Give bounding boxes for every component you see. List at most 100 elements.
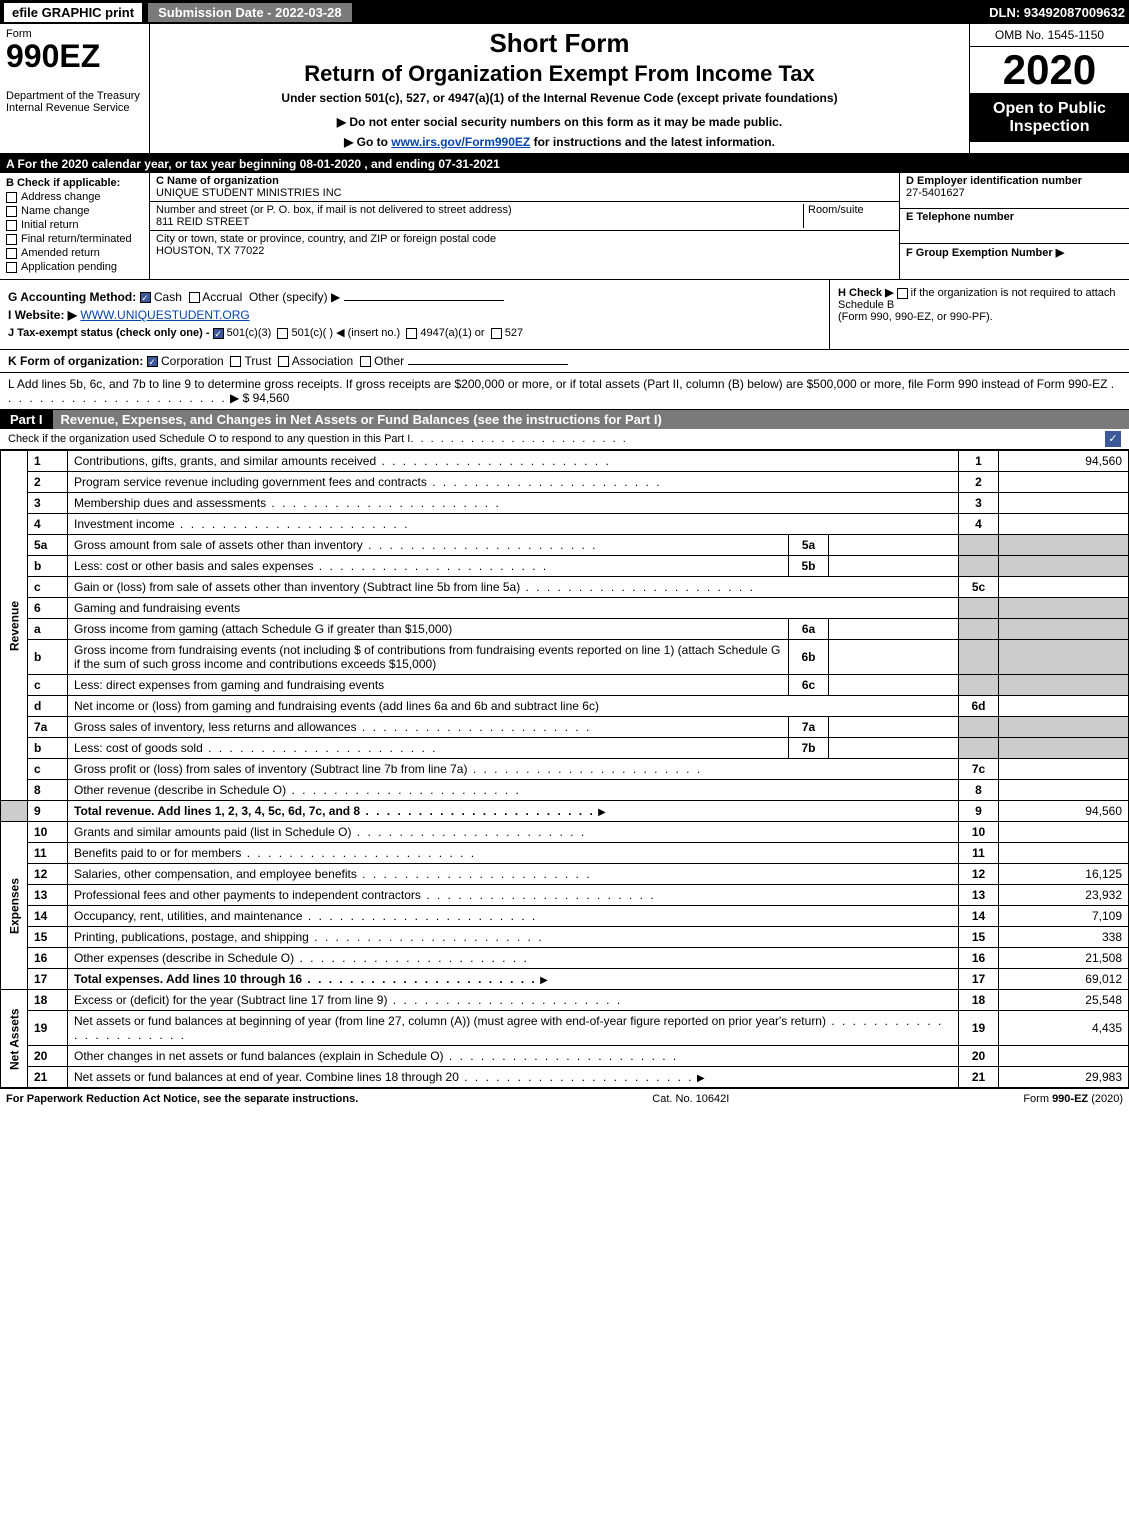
b-label: B Check if applicable: [6,177,143,189]
l17-num: 17 [28,969,68,990]
cb-application-pending[interactable] [6,262,17,273]
l1-desc: Contributions, gifts, grants, and simila… [74,454,611,468]
l3-desc: Membership dues and assessments [74,496,501,510]
l4-rn: 4 [959,514,999,535]
l6b-grayamt [999,640,1129,675]
city-label: City or town, state or province, country… [156,233,496,245]
l4-amt [999,514,1129,535]
row-l6: 6 Gaming and fundraising events [1,598,1129,619]
row-l11: 11 Benefits paid to or for members 11 [1,843,1129,864]
l6-grayrn [959,598,999,619]
cb-4947[interactable] [406,328,417,339]
c-label: C Name of organization [156,175,279,187]
l16-amt: 21,508 [999,948,1129,969]
l11-desc: Benefits paid to or for members [74,846,476,860]
l6-num: 6 [28,598,68,619]
l12-desc: Salaries, other compensation, and employ… [74,867,592,881]
l4-num: 4 [28,514,68,535]
l18-num: 18 [28,990,68,1011]
cb-amended-return[interactable] [6,248,17,259]
part1-header: Part I Revenue, Expenses, and Changes in… [0,410,1129,429]
cb-501c3[interactable]: ✓ [213,328,224,339]
l19-amt: 4,435 [999,1011,1129,1046]
lbl-address-change: Address change [21,191,101,203]
website-link[interactable]: WWW.UNIQUESTUDENT.ORG [80,308,249,322]
cb-501c[interactable] [277,328,288,339]
l6c-sub: 6c [789,675,829,696]
cb-assoc[interactable] [278,356,289,367]
l-amount: 94,560 [253,391,290,405]
cb-h[interactable] [897,288,908,299]
section-bcdef: B Check if applicable: Address change Na… [0,173,1129,280]
l13-desc: Professional fees and other payments to … [74,888,656,902]
l5a-grayrn [959,535,999,556]
l6b-desc: Gross income from fundraising events (no… [68,640,789,675]
l8-desc: Other revenue (describe in Schedule O) [74,783,521,797]
l9-sidecat [1,801,28,822]
row-l1: Revenue 1 Contributions, gifts, grants, … [1,451,1129,472]
kother-line [408,364,568,365]
cb-initial-return[interactable] [6,220,17,231]
row-k: K Form of organization: ✓ Corporation Tr… [0,350,1129,373]
cb-name-change[interactable] [6,206,17,217]
l6b-subamt [829,640,959,675]
cb-accrual[interactable] [189,292,200,303]
row-l5c: c Gain or (loss) from sale of assets oth… [1,577,1129,598]
l2-amt [999,472,1129,493]
cb-address-change[interactable] [6,192,17,203]
l1-amt: 94,560 [999,451,1129,472]
cb-kother[interactable] [360,356,371,367]
col-c-org-info: C Name of organization UNIQUE STUDENT MI… [150,173,899,279]
row-l6b: b Gross income from fundraising events (… [1,640,1129,675]
l8-amt [999,780,1129,801]
l21-desc: Net assets or fund balances at end of ye… [74,1070,694,1084]
l18-desc: Excess or (deficit) for the year (Subtra… [74,993,622,1007]
l15-amt: 338 [999,927,1129,948]
goto-link[interactable]: www.irs.gov/Form990EZ [391,135,530,149]
h-text2: (Form 990, 990-EZ, or 990-PF). [838,311,993,323]
l7a-grayamt [999,717,1129,738]
cb-cash[interactable]: ✓ [140,292,151,303]
omb-number: OMB No. 1545-1150 [970,24,1129,47]
row-l3: 3 Membership dues and assessments 3 [1,493,1129,514]
l12-rn: 12 [959,864,999,885]
l11-amt [999,843,1129,864]
l16-desc: Other expenses (describe in Schedule O) [74,951,529,965]
open-to-public: Open to Public Inspection [970,94,1129,142]
cb-527[interactable] [491,328,502,339]
cb-corp[interactable]: ✓ [147,356,158,367]
row-l5a: 5a Gross amount from sale of assets othe… [1,535,1129,556]
l6a-grayrn [959,619,999,640]
l5a-grayamt [999,535,1129,556]
goto-prefix: ▶ Go to [344,135,391,149]
lbl-final-return: Final return/terminated [21,233,132,245]
l7b-grayrn [959,738,999,759]
row-l6c: c Less: direct expenses from gaming and … [1,675,1129,696]
part1-checkbox[interactable]: ✓ [1105,431,1121,447]
l15-rn: 15 [959,927,999,948]
row-l12: 12 Salaries, other compensation, and emp… [1,864,1129,885]
l15-num: 15 [28,927,68,948]
l3-num: 3 [28,493,68,514]
l5a-desc: Gross amount from sale of assets other t… [74,538,598,552]
cb-final-return[interactable] [6,234,17,245]
l6c-grayamt [999,675,1129,696]
l10-desc: Grants and similar amounts paid (list in… [74,825,586,839]
l6d-rn: 6d [959,696,999,717]
l5b-grayamt [999,556,1129,577]
row-l14: 14 Occupancy, rent, utilities, and maint… [1,906,1129,927]
l5a-sub: 5a [789,535,829,556]
l9-num: 9 [28,801,68,822]
row-l7a: 7a Gross sales of inventory, less return… [1,717,1129,738]
l7a-num: 7a [28,717,68,738]
l7b-grayamt [999,738,1129,759]
l4-desc: Investment income [74,517,409,531]
efile-print-button[interactable]: efile GRAPHIC print [4,3,142,22]
l14-desc: Occupancy, rent, utilities, and maintena… [74,909,537,923]
l7a-subamt [829,717,959,738]
l5b-num: b [28,556,68,577]
l14-num: 14 [28,906,68,927]
h-label: H Check ▶ [838,287,894,299]
l16-rn: 16 [959,948,999,969]
cb-trust[interactable] [230,356,241,367]
